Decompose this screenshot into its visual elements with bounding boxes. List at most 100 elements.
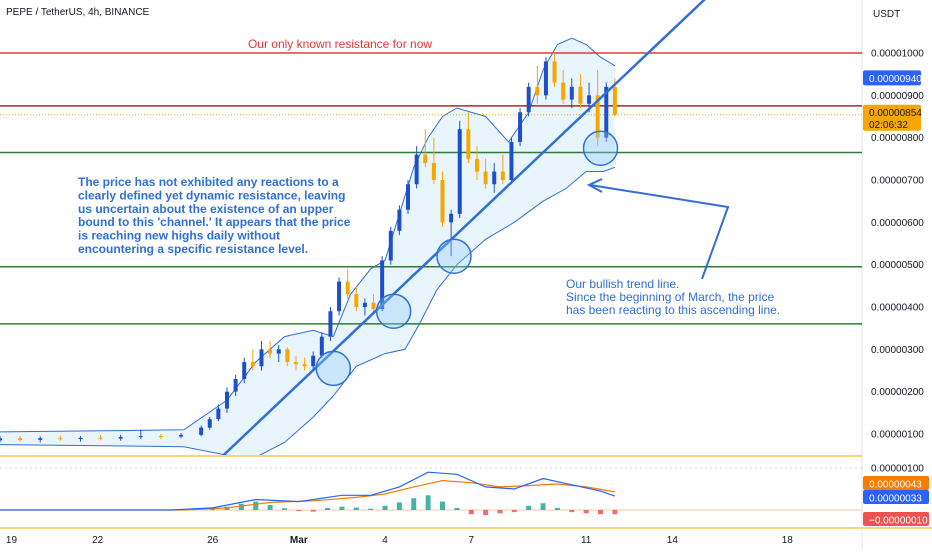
candle-body-4 xyxy=(78,437,83,440)
candle-body-37 xyxy=(431,163,436,180)
histogram-bar-4 xyxy=(267,504,273,510)
indicator-badge-bg-1 xyxy=(863,490,929,504)
ascending-trend-line xyxy=(221,0,706,455)
histogram-bar-7 xyxy=(310,510,316,512)
candle-body-19 xyxy=(276,349,281,354)
histogram-bar-24 xyxy=(554,507,560,510)
channel-note-line-1: clearly defined yet dynamic resistance, … xyxy=(78,188,345,202)
candle-body-38 xyxy=(440,180,445,223)
resistance-label: Our only known resistance for now xyxy=(248,37,432,51)
candle-body-3 xyxy=(58,438,63,440)
time-label-8: 18 xyxy=(782,535,794,546)
trend-note-line-0: Our bullish trend line. xyxy=(566,277,679,291)
candle-body-20 xyxy=(285,349,290,363)
candle-body-41 xyxy=(466,129,471,159)
channel-note-line-4: is reaching new highs daily without xyxy=(78,229,280,243)
candle-body-27 xyxy=(345,281,350,295)
price-badge-0: 0.00000940 xyxy=(869,74,922,85)
trend-touch-circle-2 xyxy=(436,238,472,274)
trend-touch-circle-0 xyxy=(315,350,352,387)
candle-body-58 xyxy=(612,86,617,115)
candle-body-43 xyxy=(483,171,488,185)
candle-body-14 xyxy=(233,378,238,392)
channel-note-line-3: bound to this 'channel.' It appears that… xyxy=(78,215,351,229)
histogram-bar-8 xyxy=(325,507,331,510)
candle-body-1 xyxy=(18,438,23,440)
candle-body-34 xyxy=(406,184,411,210)
candle-body-2 xyxy=(38,438,43,440)
candle-body-35 xyxy=(414,154,419,185)
indicator-tick-0: 0.00000100 xyxy=(871,464,924,475)
price-badge-bg-1 xyxy=(863,104,921,131)
histogram-bar-14 xyxy=(411,498,417,510)
histogram-bar-17 xyxy=(454,507,460,510)
histogram-bar-15 xyxy=(425,495,431,510)
price-tick-7: 0.00000300 xyxy=(871,345,924,356)
candle-body-55 xyxy=(587,95,592,104)
candle-body-15 xyxy=(242,362,247,379)
candle-body-47 xyxy=(518,112,523,142)
price-badge-bg-0 xyxy=(863,70,921,86)
signal-line xyxy=(0,479,616,511)
channel-note-line-2: us uncertain about the existence of an u… xyxy=(78,202,334,216)
histogram-bar-5 xyxy=(281,508,287,510)
trend-note-line-2: has been reacting to this ascending line… xyxy=(566,303,780,317)
candle-body-54 xyxy=(578,86,583,104)
histogram-bar-12 xyxy=(382,505,388,510)
indicator-badge-1: 0.00000033 xyxy=(869,494,922,505)
price-tick-6: 0.00000400 xyxy=(871,303,924,314)
candle-body-32 xyxy=(388,230,393,261)
candle-body-40 xyxy=(457,129,462,214)
indicator-badge-0: 0.00000043 xyxy=(869,480,922,491)
histogram-bar-28 xyxy=(612,510,618,515)
histogram-bar-2 xyxy=(238,503,244,510)
histogram-bar-25 xyxy=(569,510,575,513)
time-label-5: 7 xyxy=(468,535,474,546)
candle-body-7 xyxy=(138,436,143,438)
histogram-bar-10 xyxy=(353,507,359,510)
candle-body-11 xyxy=(207,419,212,428)
time-label-0: 19 xyxy=(6,535,18,546)
candle-body-42 xyxy=(474,158,479,172)
price-tick-1: 0.00000900 xyxy=(871,91,924,102)
candle-body-39 xyxy=(449,213,454,223)
time-label-6: 11 xyxy=(581,535,592,546)
candle-body-46 xyxy=(509,141,514,180)
histogram-bar-22 xyxy=(526,505,532,510)
price-tick-5: 0.00000500 xyxy=(871,260,924,271)
histogram-bar-6 xyxy=(296,510,302,511)
price-tick-8: 0.00000200 xyxy=(871,387,924,398)
histogram-bar-13 xyxy=(396,502,402,510)
indicator-pane xyxy=(0,467,862,516)
candle-body-8 xyxy=(158,436,163,438)
candle-body-51 xyxy=(552,61,557,83)
candle-body-24 xyxy=(319,336,324,356)
candle-body-21 xyxy=(293,362,298,365)
candle-body-10 xyxy=(199,427,204,435)
histogram-bar-20 xyxy=(497,510,503,514)
candle-body-22 xyxy=(302,364,307,367)
candle-body-56 xyxy=(595,95,600,138)
candle-body-45 xyxy=(500,171,505,180)
candle-body-13 xyxy=(224,391,229,409)
candle-body-6 xyxy=(118,436,123,439)
candle-body-29 xyxy=(362,302,367,307)
histogram-bar-19 xyxy=(483,510,489,516)
countdown-badge: 02:06:32 xyxy=(869,120,908,131)
channel-note-line-0: The price has not exhibited any reaction… xyxy=(78,175,339,189)
symbol-title: PEPE / TetherUS, 4h, BINANCE xyxy=(6,7,150,18)
candle-body-33 xyxy=(397,209,402,231)
candle-body-30 xyxy=(371,302,376,310)
time-label-4: 4 xyxy=(382,535,388,546)
price-badge-1: 0.00000854 xyxy=(869,108,922,119)
histogram-bar-3 xyxy=(253,501,259,510)
candle-body-16 xyxy=(250,362,255,367)
histogram-bar-11 xyxy=(368,508,374,510)
trend-touch-circle-3 xyxy=(582,130,619,166)
candle-body-53 xyxy=(569,86,574,100)
main-pane: Our only known resistance for now The pri… xyxy=(0,0,862,455)
candle-body-9 xyxy=(179,434,184,437)
